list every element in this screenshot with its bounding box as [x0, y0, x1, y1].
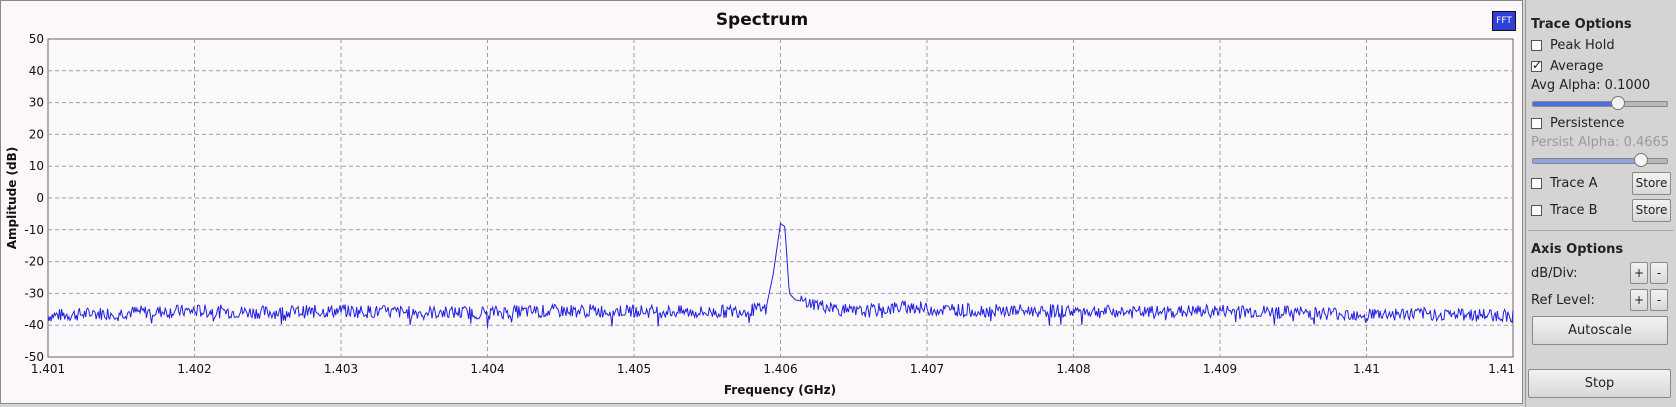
x-axis-ticks: 1.401 1.402 1.403 1.404 1.405 1.406 1.407 1.408…	[31, 362, 1515, 376]
y-axis-ticks: 50 40 30 20 10 0 -10 -20 -30 -40 -50	[24, 32, 44, 364]
stop-button[interactable]: Stop	[1528, 369, 1671, 398]
y-tick-label: -20	[24, 255, 44, 269]
peak-hold-option[interactable]: Peak Hold	[1531, 36, 1615, 54]
y-tick-label: -30	[24, 286, 44, 300]
trace-a-store-button[interactable]: Store	[1632, 172, 1671, 195]
y-tick-label: 10	[29, 159, 44, 173]
y-tick-label: 50	[29, 32, 44, 46]
db-div-row: dB/Div:	[1531, 264, 1578, 282]
spectrum-trace	[47, 222, 1514, 328]
x-tick-label: 1.407	[910, 362, 944, 376]
x-tick-label: 1.406	[763, 362, 797, 376]
persistence-option[interactable]: Persistence	[1531, 114, 1624, 132]
y-tick-label: -40	[24, 318, 44, 332]
x-tick-label: 1.41	[1353, 362, 1380, 376]
axis-options-heading: Axis Options	[1531, 242, 1624, 257]
y-axis-label: Amplitude (dB)	[5, 147, 19, 250]
ref-level-label: Ref Level:	[1531, 292, 1595, 308]
plot-grid	[48, 39, 1513, 357]
average-option[interactable]: Average	[1531, 57, 1603, 75]
spectrum-plot[interactable]: Spectrum 50 40 30 20 10 0 -10 -20 -30 -40 -50 1.40…	[1, 1, 1524, 405]
y-tick-label: 40	[29, 64, 44, 78]
persist-alpha-slider[interactable]	[1532, 153, 1668, 167]
x-tick-label: 1.408	[1056, 362, 1090, 376]
peak-hold-checkbox[interactable]	[1531, 39, 1542, 51]
y-tick-label: 0	[36, 191, 44, 205]
avg-alpha-label: Avg Alpha: 0.1000	[1531, 77, 1651, 93]
persistence-checkbox[interactable]	[1531, 117, 1542, 129]
ref-level-increase-button[interactable]: +	[1630, 289, 1648, 311]
spectrum-plot-frame[interactable]: Spectrum 50 40 30 20 10 0 -10 -20 -30 -40 -50 1.40…	[0, 0, 1523, 404]
persistence-label: Persistence	[1550, 115, 1625, 131]
trace-a-checkbox[interactable]	[1531, 177, 1542, 189]
ref-level-decrease-button[interactable]: -	[1650, 289, 1668, 311]
average-label: Average	[1550, 58, 1604, 74]
trace-a-label: Trace A	[1550, 175, 1598, 191]
section-divider	[1528, 230, 1673, 231]
plot-title: Spectrum	[716, 10, 808, 30]
fft-badge[interactable]: FFT	[1492, 11, 1516, 31]
db-div-label: dB/Div:	[1531, 265, 1578, 281]
avg-alpha-slider[interactable]	[1532, 96, 1668, 110]
x-tick-label: 1.409	[1203, 362, 1237, 376]
average-checkbox[interactable]	[1531, 58, 1542, 72]
x-tick-label: 1.402	[177, 362, 211, 376]
x-tick-label: 1.41	[1488, 362, 1515, 376]
persist-alpha-slider-handle[interactable]	[1634, 153, 1649, 167]
y-tick-label: -10	[24, 223, 44, 237]
trace-b-checkbox[interactable]	[1531, 204, 1542, 216]
avg-alpha-slider-fill	[1533, 102, 1618, 106]
x-tick-label: 1.404	[470, 362, 504, 376]
x-tick-label: 1.405	[617, 362, 651, 376]
trace-a-option[interactable]: Trace A	[1531, 174, 1598, 192]
trace-b-option[interactable]: Trace B	[1531, 201, 1598, 219]
avg-alpha-slider-handle[interactable]	[1611, 96, 1626, 110]
trace-b-label: Trace B	[1550, 202, 1598, 218]
ref-level-row: Ref Level:	[1531, 291, 1595, 309]
y-tick-label: 20	[29, 127, 44, 141]
persist-alpha-slider-fill	[1533, 159, 1641, 163]
db-div-increase-button[interactable]: +	[1630, 262, 1648, 284]
trace-b-store-button[interactable]: Store	[1632, 199, 1671, 222]
db-div-decrease-button[interactable]: -	[1650, 262, 1668, 284]
autoscale-button[interactable]: Autoscale	[1532, 316, 1668, 345]
trace-options-heading: Trace Options	[1531, 17, 1632, 32]
control-panel: Trace Options Peak Hold Average Avg Alph…	[1525, 0, 1676, 407]
persist-alpha-row: Persist Alpha: 0.4665	[1531, 133, 1669, 151]
avg-alpha-row: Avg Alpha: 0.1000	[1531, 76, 1650, 94]
persist-alpha-label: Persist Alpha: 0.4665	[1531, 134, 1670, 150]
peak-hold-label: Peak Hold	[1550, 37, 1615, 53]
y-tick-label: -50	[24, 350, 44, 364]
y-tick-label: 30	[29, 96, 44, 110]
x-tick-label: 1.403	[324, 362, 358, 376]
x-tick-label: 1.401	[31, 362, 65, 376]
x-axis-label: Frequency (GHz)	[724, 383, 836, 397]
